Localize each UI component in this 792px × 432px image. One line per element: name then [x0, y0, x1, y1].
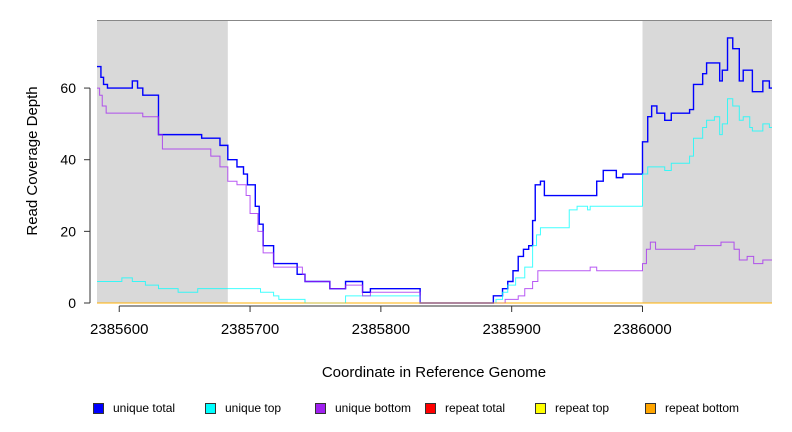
- x-tick-label: 2386000: [613, 321, 671, 338]
- plot-area: 0 20 40 60 2385600 2385700 2385800 2385900 23860…: [24, 20, 772, 381]
- legend-swatch: [425, 402, 436, 414]
- legend-item-repeat-bottom: repeat bottom: [645, 401, 755, 415]
- x-tick-label: 2385900: [482, 321, 540, 338]
- legend-label: repeat total: [445, 401, 506, 415]
- legend: unique total unique top unique bottom repea…: [93, 401, 755, 415]
- y-tick-label: 20: [60, 223, 76, 239]
- legend-item-unique-top: unique top: [205, 401, 315, 415]
- series-unique-top: [97, 98, 772, 304]
- x-tick-label: 2385700: [221, 321, 279, 338]
- legend-label: repeat top: [555, 401, 610, 415]
- legend-item-repeat-top: repeat top: [535, 401, 645, 415]
- legend-swatch: [535, 402, 546, 414]
- legend-swatch: [205, 402, 216, 414]
- y-axis-label: Read Coverage Depth: [24, 86, 41, 235]
- legend-swatch: [93, 402, 104, 414]
- legend-label: unique bottom: [335, 401, 412, 415]
- y-tick-label: 40: [60, 152, 76, 168]
- y-tick-label: 0: [68, 295, 76, 311]
- series-unique-bottom: [97, 87, 772, 304]
- legend-item-repeat-total: repeat total: [425, 401, 535, 415]
- y-tick-label: 60: [60, 80, 76, 96]
- legend-item-unique-bottom: unique bottom: [315, 401, 425, 415]
- legend-label: unique top: [225, 401, 282, 415]
- shaded-region-0: [97, 20, 228, 303]
- legend-swatch: [645, 402, 656, 414]
- legend-swatch: [315, 402, 326, 414]
- legend-item-unique-total: unique total: [93, 401, 205, 415]
- x-tick-label: 2385800: [352, 321, 410, 338]
- x-axis-label: Coordinate in Reference Genome: [322, 364, 546, 381]
- x-tick-label: 2385600: [90, 321, 148, 338]
- legend-label: repeat bottom: [665, 401, 740, 415]
- legend-label: unique total: [113, 401, 176, 415]
- series-unique-total: [97, 37, 772, 304]
